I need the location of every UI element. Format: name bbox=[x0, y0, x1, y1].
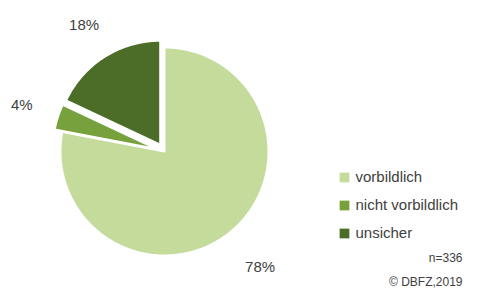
svg-text:unsicher: unsicher bbox=[356, 224, 413, 241]
svg-text:4%: 4% bbox=[11, 96, 33, 113]
svg-text:vorbildlich: vorbildlich bbox=[356, 168, 423, 185]
svg-text:nicht vorbildlich: nicht vorbildlich bbox=[356, 196, 459, 213]
svg-text:n=336: n=336 bbox=[429, 251, 463, 265]
svg-text:© DBFZ,2019: © DBFZ,2019 bbox=[389, 275, 463, 289]
svg-text:18%: 18% bbox=[69, 16, 99, 33]
svg-text:78%: 78% bbox=[245, 258, 275, 275]
